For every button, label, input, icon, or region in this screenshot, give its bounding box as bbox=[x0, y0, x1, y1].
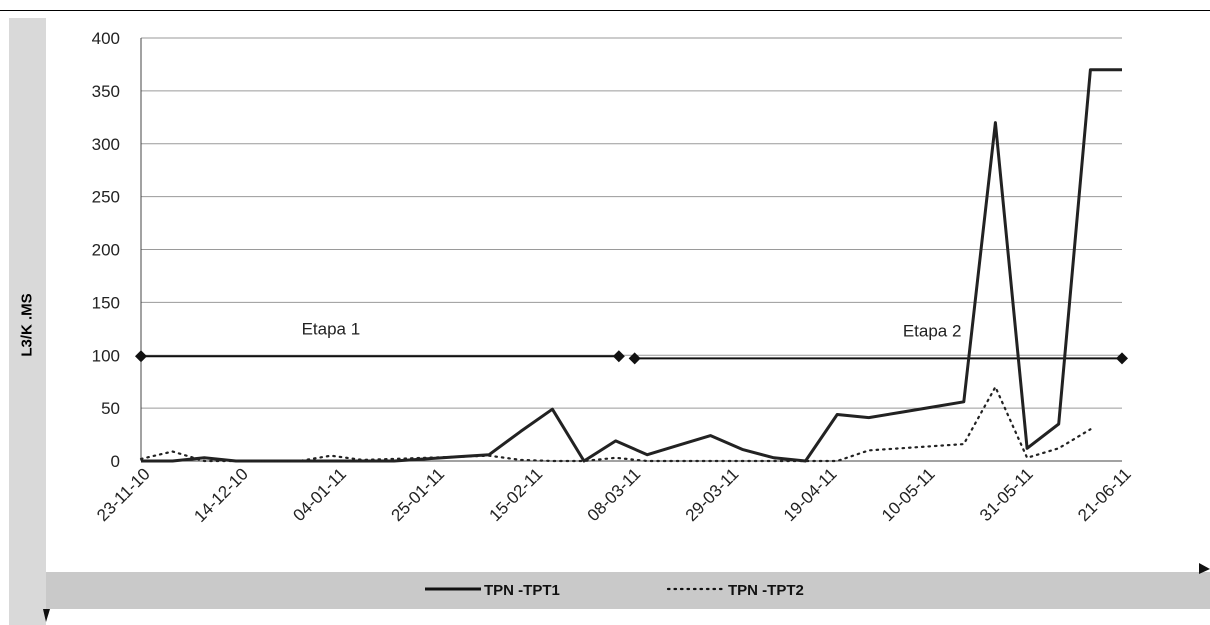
series-line bbox=[141, 68, 1122, 463]
legend-label: TPN -TPT2 bbox=[728, 582, 804, 599]
stage-label: Etapa 2 bbox=[903, 321, 962, 340]
y-tick-labels: 0 50 100 150 200 250 300 350 400 bbox=[92, 29, 120, 471]
legend: TPN -TPT1 TPN -TPT2 bbox=[425, 582, 804, 599]
y-tick-label: 300 bbox=[92, 135, 120, 154]
stage-marker bbox=[612, 350, 625, 363]
series-layer bbox=[139, 68, 1122, 463]
y-tick-label: 350 bbox=[92, 82, 120, 101]
grid-layer bbox=[140, 37, 1122, 462]
legend-label: TPN -TPT1 bbox=[484, 582, 560, 599]
axis-band-left bbox=[9, 18, 46, 625]
y-tick-label: 150 bbox=[92, 293, 120, 312]
x-tick-label: 31-05-11 bbox=[976, 464, 1037, 525]
x-tick-label: 25-01-11 bbox=[387, 464, 448, 525]
top-rule bbox=[0, 10, 1210, 11]
stage-marker bbox=[628, 352, 641, 365]
x-tick-label: 15-02-11 bbox=[486, 464, 547, 525]
stage-marker bbox=[135, 350, 147, 363]
x-tick-label: 21-06-11 bbox=[1074, 464, 1135, 525]
y-tick-label: 50 bbox=[101, 399, 120, 418]
stage-markers: Etapa 1 Etapa 2 bbox=[135, 319, 1128, 365]
stage-marker bbox=[1116, 352, 1128, 365]
legend-band bbox=[46, 572, 1210, 609]
arrow-right-icon bbox=[1199, 563, 1210, 574]
x-tick-label: 08-03-11 bbox=[584, 464, 645, 525]
arrow-down-icon bbox=[43, 609, 50, 622]
stage-label: Etapa 1 bbox=[302, 319, 361, 338]
y-tick-label: 400 bbox=[92, 29, 120, 48]
y-tick-label: 100 bbox=[92, 346, 120, 365]
x-tick-label: 23-11-10 bbox=[93, 464, 154, 525]
x-tick-labels: 23-11-10 14-12-10 04-01-11 25-01-11 15-02-11… bbox=[93, 464, 1135, 526]
x-tick-label: 14-12-10 bbox=[190, 464, 252, 526]
y-tick-label: 200 bbox=[92, 241, 120, 260]
x-tick-label: 29-03-11 bbox=[682, 464, 743, 525]
x-tick-label: 04-01-11 bbox=[289, 464, 350, 525]
series-line bbox=[139, 385, 1092, 463]
y-tick-label: 0 bbox=[111, 452, 120, 471]
x-tick-label: 10-05-11 bbox=[878, 464, 939, 525]
y-tick-label: 250 bbox=[92, 188, 120, 207]
x-tick-label: 19-04-11 bbox=[780, 464, 841, 525]
